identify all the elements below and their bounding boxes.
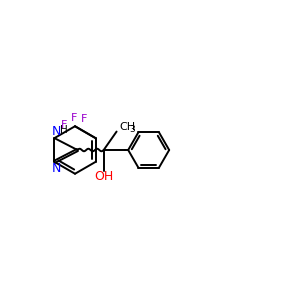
Text: F: F bbox=[70, 112, 77, 122]
Text: F: F bbox=[61, 120, 68, 130]
Text: N: N bbox=[52, 124, 62, 138]
Text: CH: CH bbox=[119, 122, 135, 132]
Text: OH: OH bbox=[94, 170, 113, 183]
Text: N: N bbox=[52, 162, 62, 176]
Text: 3: 3 bbox=[130, 125, 135, 134]
Text: H: H bbox=[60, 125, 68, 135]
Text: F: F bbox=[81, 114, 88, 124]
